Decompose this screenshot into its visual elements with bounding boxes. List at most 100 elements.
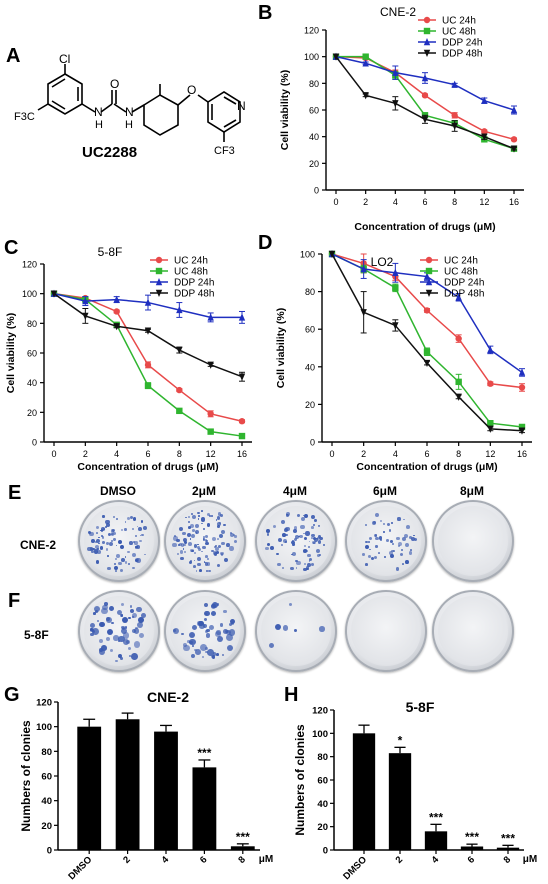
h-right-atom: H [125,119,133,131]
panel-letter-f: F [8,590,21,612]
data-point [518,384,526,391]
colony-dot [98,542,100,545]
colony-dot [308,558,312,562]
colony-dot [288,603,293,607]
colony-dot [228,628,236,636]
dish-well [351,506,421,576]
y-tick-label: 40 [41,796,52,807]
legend-label: UC 24h [174,256,208,267]
colony-dot [221,542,225,546]
colony-dot [399,553,403,557]
colony-dot [124,626,128,629]
colony-dot [206,633,211,638]
colony-dish [432,500,514,582]
colony-dot [201,522,204,525]
data-point [328,250,336,258]
x-tick-label: 16 [517,449,527,459]
colony-dot [206,629,210,633]
colony-dot [182,531,186,536]
colony-dot [311,537,314,540]
colony-dot [265,529,270,533]
colony-dot [180,543,185,547]
legend-marker [425,278,433,286]
data-point [510,106,518,114]
x-tick-label: 6 [424,449,429,459]
x-tick-label: 8 [456,449,461,459]
colony-dot [115,570,117,572]
legend-marker [423,38,431,46]
colony-dot [121,625,125,630]
colony-dot [318,553,322,557]
x-axis-label: Concentration of drugs (μM) [354,221,495,233]
colony-dot [285,526,290,532]
colony-dot [303,567,307,572]
colony-dot [268,642,275,648]
data-point [392,322,399,330]
bar [496,847,520,850]
colony-dot [98,639,103,643]
data-point [113,295,120,303]
colony-dot [368,555,372,559]
colony-dot [214,547,219,552]
colony-dot [96,538,101,543]
colony-dot [308,559,311,562]
legend-label: UC 48h [174,267,208,278]
bar [388,753,412,850]
chart-b-cne2-viability: 0 20 40 60 80 100 120 0 2 4 6 8 12 16 Concentration of… [279,5,524,233]
data-point [451,80,458,88]
colony-dot [389,554,395,559]
colony-dot [110,540,114,543]
colony-dot [203,624,208,629]
colony-dot [229,546,234,551]
data-point [360,309,367,317]
colony-dot [409,536,413,540]
colony-dish [345,590,427,672]
data-point [113,323,120,331]
colony-dot [226,543,230,548]
colony-dot [207,648,214,656]
colony-dot [305,549,308,552]
data-point [421,92,429,99]
legend-label: DDP 24h [174,278,214,289]
y-axis-label: Cell viability (%) [275,308,287,389]
colony-dot [285,533,288,536]
colony-dot [229,531,232,534]
colony-dot [280,543,283,546]
x-tick-label: 2 [83,449,88,459]
colony-dot [284,540,288,544]
data-point [455,335,462,342]
colony-dot [228,622,232,626]
chart-title: CNE-2 [380,5,416,19]
colony-dot [111,621,114,625]
colony-dot [183,537,188,542]
y-tick-label: 20 [27,408,37,418]
colony-dot [185,516,188,519]
series-ddp-24h [332,52,518,115]
x-tick-label: 0 [329,449,334,459]
colony-dot [201,550,203,553]
colony-dot [92,628,99,636]
colony-dot [124,561,128,564]
colony-dot [316,536,320,540]
colony-dot [308,540,311,543]
colony-dot [311,533,315,538]
colony-dot [174,534,177,537]
colony-dot [128,562,131,566]
colony-dot [129,655,132,658]
cf3-left-atom: F3C [14,111,35,123]
colony-dot [223,523,226,527]
series-line [335,56,515,150]
colony-dot [291,553,293,556]
colony-dot [101,645,107,651]
data-point [423,359,431,368]
data-point [421,116,429,124]
colony-dot [138,527,143,532]
colony-dot [135,545,138,549]
x-tick-label: 4 [114,449,119,459]
colony-dot [94,605,101,613]
legend-marker [425,289,433,297]
colony-dot [286,513,288,516]
legend-marker [423,49,431,57]
y-tick-label: 100 [36,722,52,733]
x-tick-label: 12 [479,197,489,207]
